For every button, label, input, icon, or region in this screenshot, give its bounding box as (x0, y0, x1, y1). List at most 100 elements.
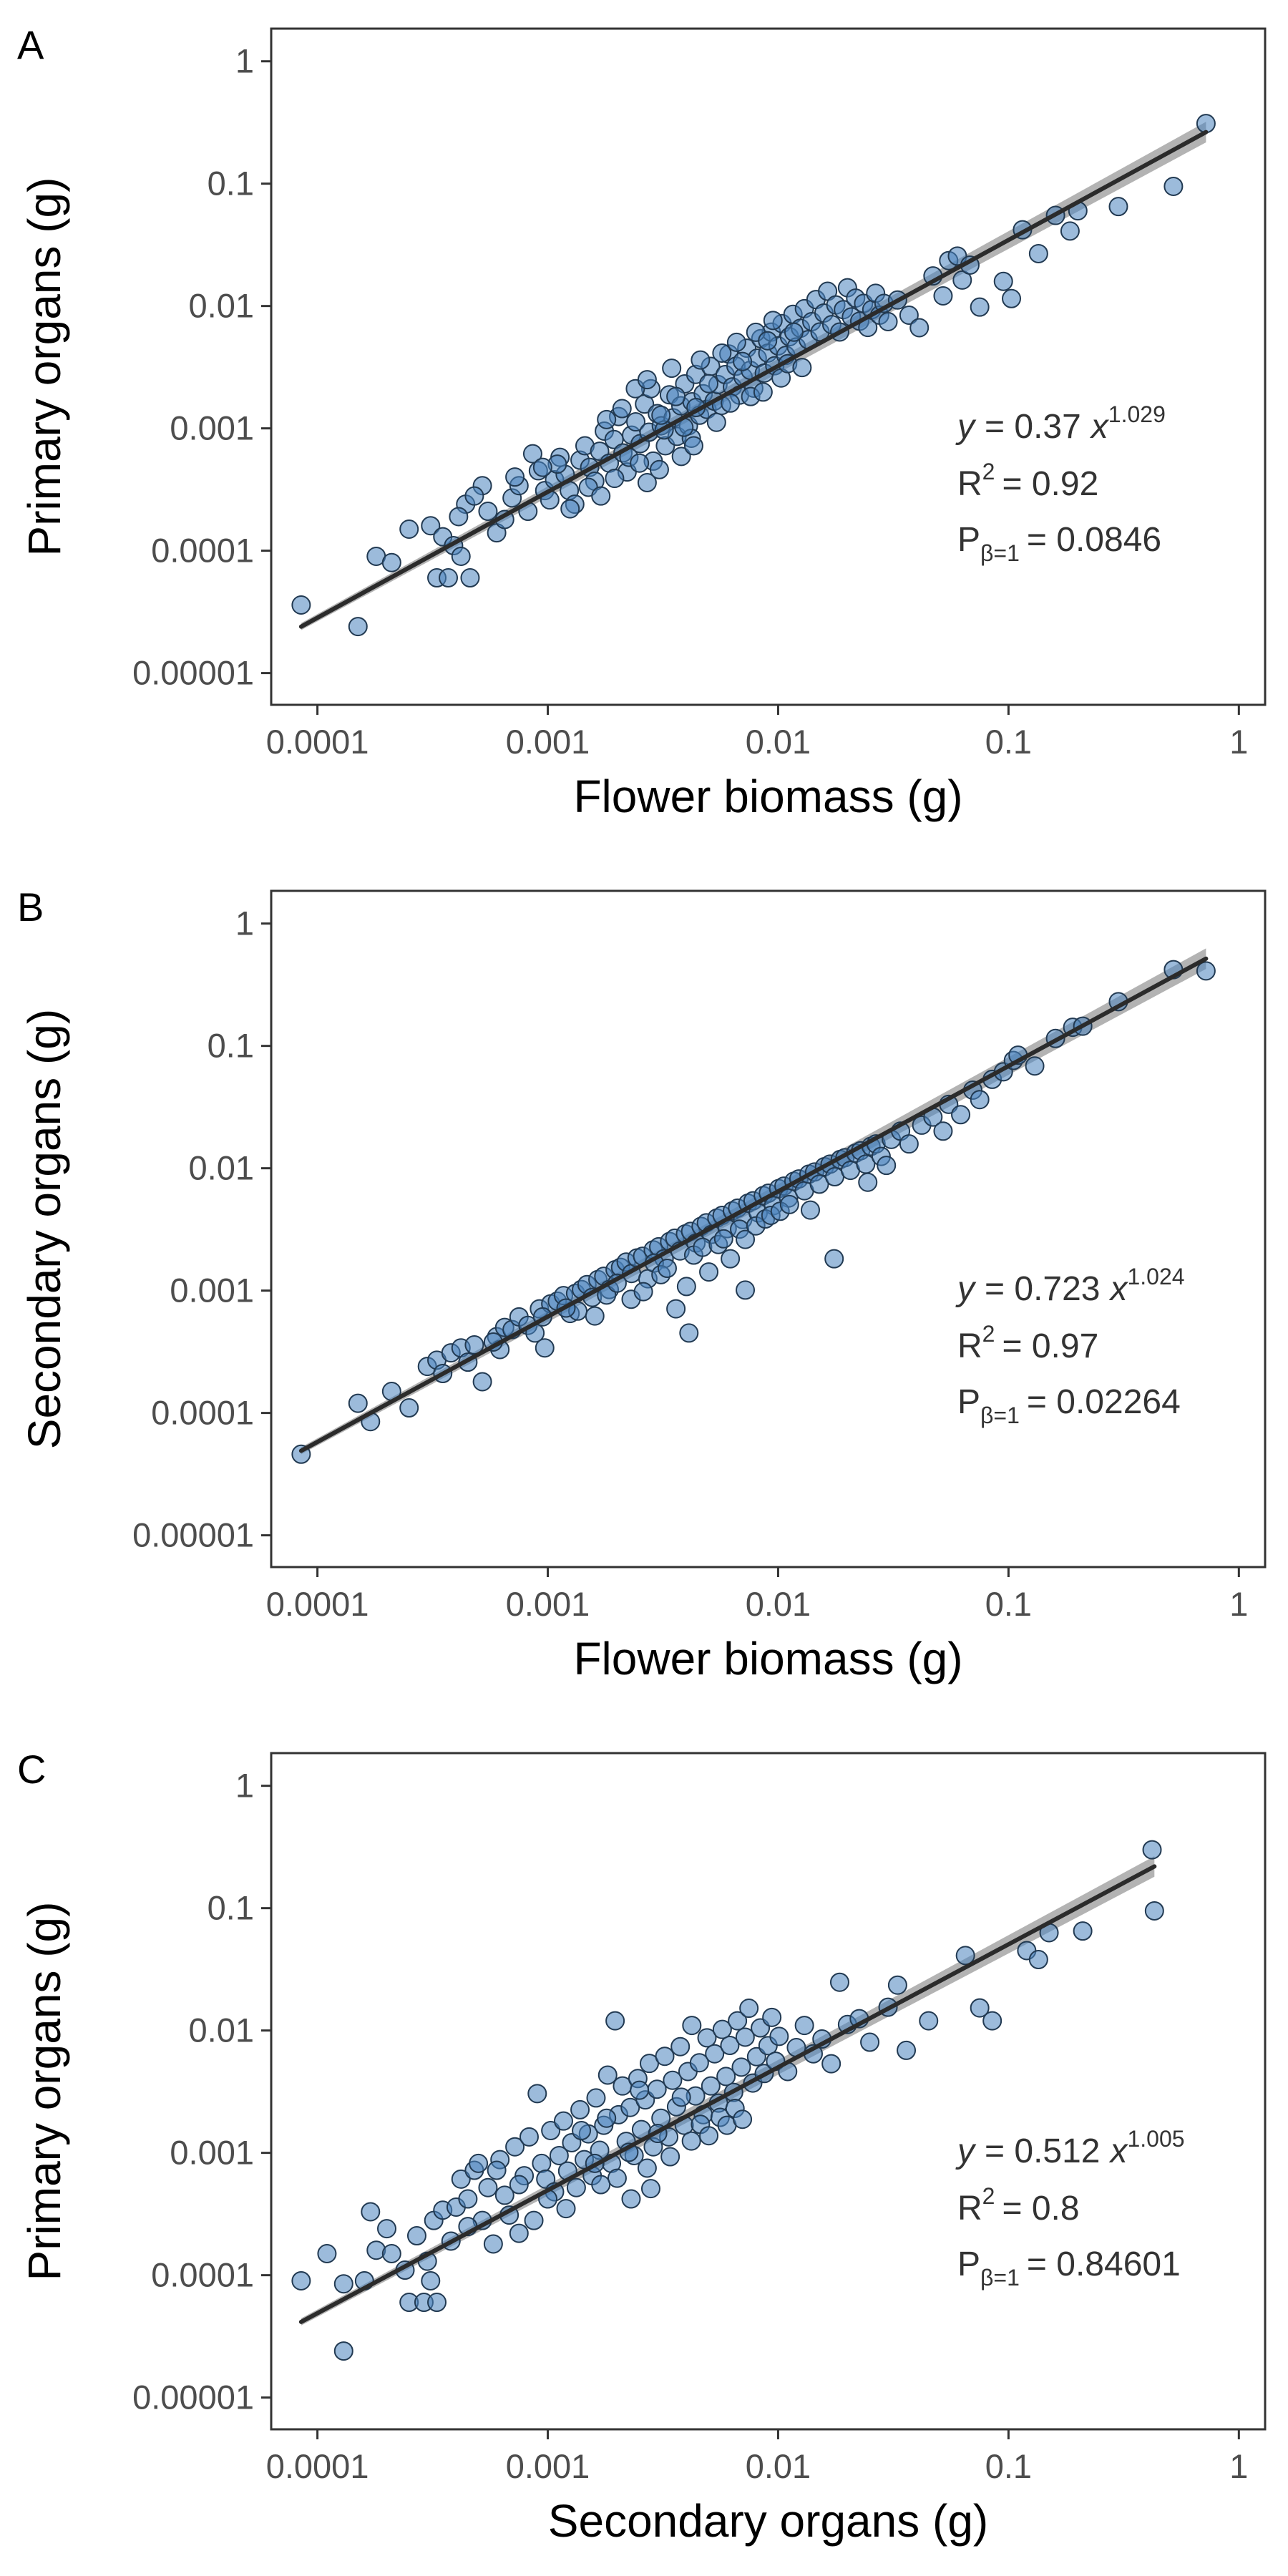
r-squared-text: R2 = 0.8 (957, 2183, 1080, 2228)
p-value-subscript: β=1 (980, 1402, 1020, 1428)
equation-text: y = 0.512 x1.005 (955, 2126, 1185, 2170)
equation-coefficient: = 0.512 (985, 2132, 1100, 2170)
data-point (736, 1229, 756, 1249)
data-point (291, 595, 311, 615)
y-tick-label: 0.0001 (151, 532, 254, 570)
data-point (721, 1249, 741, 1269)
r-squared-superscript: 2 (982, 2183, 995, 2209)
y-tick-label: 1 (235, 1767, 254, 1805)
data-point (612, 399, 632, 419)
plot-frame (270, 27, 1267, 706)
data-point (532, 457, 552, 477)
data-point (712, 2019, 732, 2039)
y-tick-label: 0.001 (170, 1272, 254, 1309)
data-point (821, 2054, 841, 2074)
equation-y: y (955, 1270, 977, 1308)
data-point (670, 2036, 691, 2057)
data-point (637, 2158, 657, 2178)
data-point (478, 502, 498, 522)
data-point (662, 358, 682, 379)
y-tick-label: 0.001 (170, 2134, 254, 2172)
data-point (666, 386, 686, 406)
data-point (933, 286, 953, 306)
data-point (469, 2153, 489, 2173)
x-tick-label: 0.01 (746, 723, 811, 761)
data-point (1060, 221, 1080, 241)
data-point (553, 2111, 573, 2131)
data-point (657, 1259, 677, 1279)
data-point (1028, 243, 1048, 263)
data-point (1142, 1840, 1162, 1860)
x-tick-label: 0.01 (746, 1585, 811, 1623)
fit-line (298, 130, 1209, 629)
data-point (887, 1975, 907, 1995)
data-point (970, 1998, 990, 2018)
data-point (655, 2046, 675, 2067)
data-point (1163, 176, 1184, 196)
data-point (824, 1249, 844, 1269)
data-point (458, 2189, 478, 2209)
data-point (769, 2026, 789, 2046)
x-tick-label: 0.0001 (266, 1585, 369, 1623)
data-point (706, 412, 726, 432)
data-point (952, 270, 972, 290)
data-point (637, 473, 657, 493)
r-squared-label: R (957, 465, 982, 503)
y-tick-label: 0.001 (170, 409, 254, 447)
data-point (701, 2076, 721, 2096)
data-point (460, 568, 480, 588)
equation-text: y = 0.723 x1.024 (955, 1264, 1185, 1308)
equation-x: x (1108, 2132, 1128, 2170)
data-point (720, 2036, 740, 2056)
data-point (800, 1200, 820, 1220)
panel-label: A (17, 22, 44, 67)
data-point (878, 312, 898, 332)
x-axis-title: Flower biomass (g) (573, 771, 962, 822)
plot-frame (270, 1752, 1267, 2431)
x-tick-label: 0.0001 (266, 723, 369, 761)
data-point (699, 2126, 719, 2146)
data-point (794, 2016, 814, 2036)
data-point (519, 2127, 539, 2147)
data-point (649, 459, 669, 479)
p-value-subscript: β=1 (980, 540, 1020, 566)
data-point (406, 2226, 426, 2246)
equation-exponent: 1.024 (1127, 1264, 1184, 1289)
data-point (620, 2097, 640, 2117)
data-point (361, 2202, 381, 2222)
data-point (809, 1174, 829, 1194)
y-tick-label: 1 (235, 904, 254, 942)
y-tick-label: 1 (235, 42, 254, 80)
data-point (683, 436, 703, 456)
equation-coefficient: = 0.723 (985, 1270, 1100, 1308)
data-point (933, 1121, 953, 1141)
data-point (633, 1282, 653, 1302)
equation-y: y (955, 2132, 977, 2170)
data-point (877, 1156, 897, 1176)
panel-c: C 0.0001 0.001 0.01 0.1 1 0.00001 0.0001 0.001 0.… (17, 1747, 1267, 2547)
data-point (535, 1338, 555, 1358)
data-point (705, 2044, 725, 2064)
r-squared-text: R2 = 0.92 (957, 459, 1098, 503)
p-value-value: = 0.02264 (1027, 1383, 1181, 1421)
data-point (317, 2244, 337, 2264)
p-value-subscript: β=1 (980, 2265, 1020, 2290)
data-point (733, 351, 753, 371)
data-point (666, 1299, 686, 1319)
equation-y: y (955, 408, 977, 446)
data-point (1108, 197, 1128, 217)
data-point (909, 318, 930, 338)
data-point (597, 409, 617, 429)
data-point (421, 516, 441, 536)
x-tick-label: 0.01 (746, 2447, 811, 2485)
data-point (1073, 1921, 1093, 1941)
data-point (993, 271, 1013, 291)
data-point (449, 507, 469, 527)
data-point (712, 343, 732, 363)
equation-x: x (1090, 408, 1110, 446)
plot-frame (270, 889, 1267, 1568)
x-tick-label: 0.001 (506, 723, 590, 761)
data-point (487, 2160, 507, 2180)
data-point (605, 2011, 625, 2031)
data-point (726, 332, 746, 352)
